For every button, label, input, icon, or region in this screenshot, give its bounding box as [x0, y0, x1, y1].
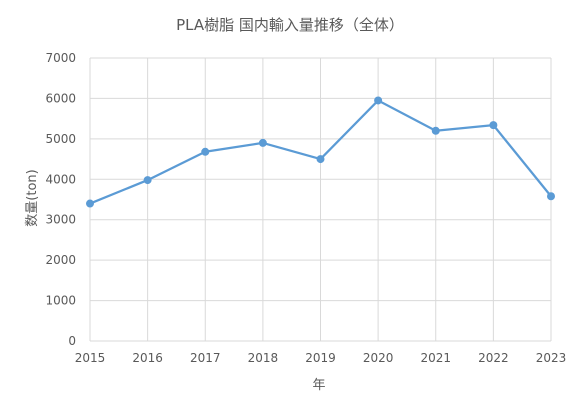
x-tick-label: 2017	[190, 351, 221, 365]
data-point	[316, 155, 325, 164]
y-tick-label: 3000	[45, 213, 76, 227]
x-tick-label: 2023	[536, 351, 567, 365]
x-axis-ticks: 2015 2016 2017 2018 2019 2020 2021 2022 2023	[75, 351, 567, 365]
y-tick-label: 0	[68, 334, 76, 348]
data-point	[201, 147, 210, 156]
y-tick-label: 2000	[45, 253, 76, 267]
x-tick-label: 2020	[363, 351, 394, 365]
data-point	[258, 138, 267, 147]
x-tick-label: 2022	[478, 351, 509, 365]
x-axis-title: 年	[312, 378, 325, 393]
data-series	[86, 96, 555, 208]
y-tick-label: 4000	[45, 172, 76, 186]
y-axis-title: 数量(ton)	[25, 169, 40, 226]
data-point	[86, 199, 94, 208]
data-point	[489, 121, 498, 130]
data-point	[374, 96, 383, 105]
y-tick-label: 1000	[45, 294, 76, 308]
x-tick-label: 2018	[248, 351, 279, 365]
y-tick-label: 7000	[45, 51, 76, 65]
chart-title: PLA樹脂 国内輸入量推移（全体）	[176, 16, 404, 34]
data-point	[431, 126, 440, 135]
gridlines	[89, 57, 552, 342]
data-point	[143, 176, 152, 185]
y-tick-label: 6000	[45, 91, 76, 105]
x-tick-label: 2021	[420, 351, 451, 365]
y-axis-ticks: 0 1000 2000 3000 4000 5000 6000 7000	[45, 51, 76, 348]
data-point	[547, 192, 555, 201]
y-tick-label: 5000	[45, 132, 76, 146]
x-tick-label: 2016	[132, 351, 163, 365]
x-tick-label: 2019	[305, 351, 336, 365]
x-tick-label: 2015	[75, 351, 106, 365]
